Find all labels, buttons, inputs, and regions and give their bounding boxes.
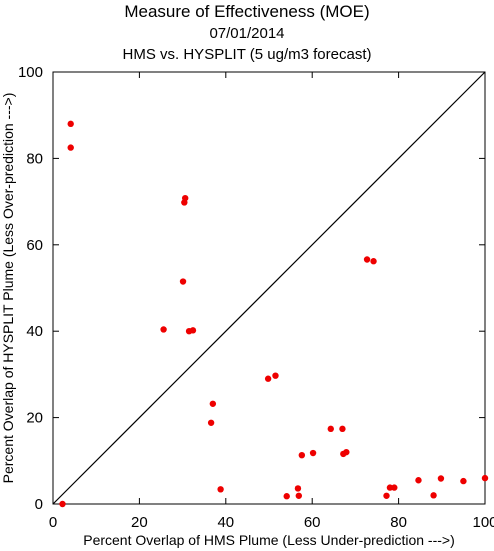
y-axis-ticks: 0 20 40 60 80 100 <box>18 64 485 513</box>
data-point <box>460 477 467 485</box>
chart-title: Measure of Effectiveness (MOE) <box>124 2 369 21</box>
chart-date: 07/01/2014 <box>209 25 284 42</box>
y-tick-label: 40 <box>26 323 43 340</box>
y-tick-label: 80 <box>26 150 43 167</box>
plot-frame <box>52 71 486 505</box>
data-point <box>217 486 224 493</box>
data-point <box>430 492 437 499</box>
data-point <box>415 477 422 484</box>
y-tick-label: 100 <box>18 64 43 81</box>
chart-subtitle: HMS vs. HYSPLIT (5 ug/m3 forecast) <box>123 46 372 63</box>
data-point <box>67 144 74 151</box>
y-tick-label: 0 <box>35 496 43 513</box>
data-point <box>181 194 189 202</box>
x-tick-label: 80 <box>390 514 407 531</box>
data-point <box>207 419 215 426</box>
data-point <box>309 449 317 457</box>
data-point <box>67 120 74 128</box>
data-point <box>327 425 334 433</box>
data-point <box>391 484 398 491</box>
y-tick-label: 60 <box>26 237 43 254</box>
data-point <box>179 278 187 285</box>
x-tick-label: 60 <box>304 514 321 531</box>
y-tick-label: 20 <box>26 410 43 427</box>
data-point <box>339 425 346 433</box>
data-point <box>383 492 390 499</box>
data-point <box>209 400 217 407</box>
data-point <box>59 500 66 508</box>
data-point <box>370 258 377 265</box>
x-axis-ticks: 0 20 40 60 80 100 <box>49 72 494 531</box>
data-point <box>298 451 306 459</box>
data-point <box>437 475 445 482</box>
one-to-one-line <box>52 71 486 505</box>
data-point <box>189 327 197 334</box>
data-point <box>295 492 303 499</box>
data-point <box>160 326 167 333</box>
data-point <box>343 448 350 456</box>
x-axis-label: Percent Overlap of HMS Plume (Less Under… <box>83 532 455 548</box>
y-axis-label: Percent Overlap of HYSPLIT Plume (Less O… <box>0 93 16 484</box>
data-point <box>294 485 302 492</box>
data-point <box>264 375 272 382</box>
data-point <box>272 372 279 379</box>
data-point <box>363 256 371 263</box>
x-tick-label: 20 <box>131 514 148 531</box>
x-tick-label: 0 <box>49 514 57 531</box>
data-points <box>59 120 489 508</box>
x-tick-label: 100 <box>472 514 494 531</box>
x-tick-label: 40 <box>217 514 234 531</box>
data-point <box>481 474 489 482</box>
data-point <box>283 493 290 500</box>
